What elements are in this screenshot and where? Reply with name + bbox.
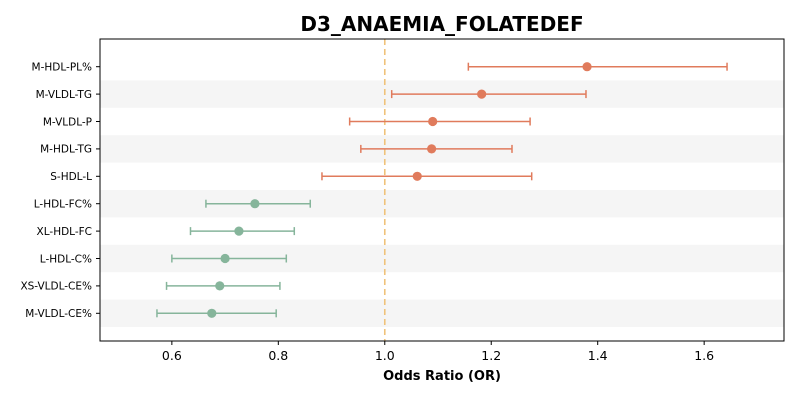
estimate-row bbox=[205, 199, 312, 209]
y-tick-label: M-HDL-PL% bbox=[32, 62, 92, 74]
x-tick-label: 0.8 bbox=[268, 348, 288, 363]
estimate-row bbox=[390, 89, 587, 99]
row-band bbox=[100, 190, 784, 218]
odds-ratio-point bbox=[215, 281, 225, 291]
x-axis-ticks: 0.6 0.8 1.0 1.2 1.4 1.6 bbox=[162, 341, 714, 363]
estimate-row bbox=[171, 253, 288, 264]
x-tick-label: 1.2 bbox=[481, 348, 501, 363]
plot-frame bbox=[99, 38, 785, 342]
y-tick-label: XL-HDL-FC bbox=[37, 226, 92, 238]
estimate-row bbox=[156, 308, 277, 318]
y-tick-label: M-VLDL-P bbox=[43, 116, 92, 128]
y-tick-label: M-VLDL-TG bbox=[36, 89, 92, 101]
odds-ratio-point bbox=[220, 253, 230, 264]
estimate-row bbox=[467, 62, 728, 72]
y-tick-label: S-HDL-L bbox=[50, 171, 92, 183]
odds-ratio-point bbox=[250, 199, 260, 209]
row-bands bbox=[100, 80, 784, 327]
estimate-rows bbox=[156, 62, 728, 318]
estimate-row bbox=[360, 144, 513, 154]
x-tick-label: 1.6 bbox=[694, 348, 714, 363]
estimate-row bbox=[348, 116, 531, 127]
x-axis-label: Odds Ratio (OR) bbox=[383, 369, 501, 384]
odds-ratio-point bbox=[234, 226, 244, 236]
odds-ratio-point bbox=[477, 89, 487, 99]
estimate-row bbox=[165, 281, 281, 291]
odds-ratio-point bbox=[427, 144, 437, 154]
x-tick-label: 1.0 bbox=[375, 348, 395, 363]
x-tick-label: 0.6 bbox=[162, 348, 182, 363]
y-tick-label: M-VLDL-CE% bbox=[25, 308, 92, 320]
odds-ratio-point bbox=[412, 171, 422, 181]
odds-ratio-point bbox=[582, 62, 592, 72]
estimate-row bbox=[321, 171, 533, 181]
y-tick-label: XS-VLDL-CE% bbox=[20, 281, 92, 293]
estimate-row bbox=[189, 226, 296, 236]
chart-title: D3_ANAEMIA_FOLATEDEF bbox=[300, 12, 583, 36]
y-tick-label: L-HDL-C% bbox=[40, 253, 92, 265]
y-tick-labels: M-HDL-PL% M-VLDL-TG M-VLDL-P M-HDL-TG S-HDL-… bbox=[20, 62, 100, 320]
y-tick-label: M-HDL-TG bbox=[40, 144, 92, 156]
x-tick-label: 1.4 bbox=[588, 348, 608, 363]
odds-ratio-point bbox=[207, 308, 217, 318]
y-tick-label: L-HDL-FC% bbox=[34, 199, 92, 211]
odds-ratio-point bbox=[428, 116, 438, 127]
